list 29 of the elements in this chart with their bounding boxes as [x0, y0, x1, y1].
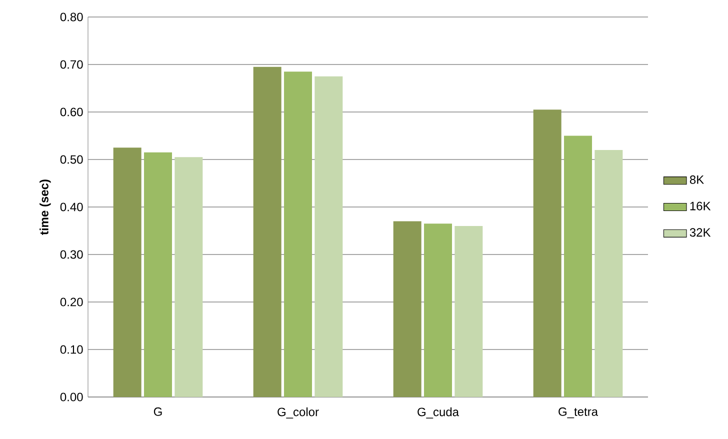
y-tick-label: 0.40 [60, 202, 83, 212]
bar [393, 221, 422, 397]
legend-label: 32K [690, 228, 711, 237]
legend-label: 8K [690, 175, 704, 184]
legend-label: 16K [690, 202, 711, 210]
bar [144, 152, 172, 397]
bar [533, 110, 562, 397]
bar [594, 150, 623, 397]
y-tick-label: 0.00 [60, 392, 83, 402]
x-tick-label: G [154, 407, 162, 416]
bar [314, 76, 343, 397]
y-tick-label: 0.50 [60, 155, 83, 164]
bar [284, 72, 312, 397]
y-tick-label: 0.60 [60, 108, 83, 116]
bar [454, 226, 483, 397]
y-tick-label: 0.10 [60, 345, 83, 354]
bar [424, 224, 452, 397]
y-tick-label: 0.30 [60, 250, 83, 259]
bar [113, 148, 142, 397]
x-tick-label: G_cuda [418, 407, 460, 418]
y-tick-label: 0.70 [60, 60, 83, 69]
bar [253, 66, 282, 397]
x-tick-label: G_color [278, 407, 319, 418]
x-tick-label: G_tetra [558, 407, 598, 418]
y-tick-label: 0.20 [60, 298, 83, 306]
bar [174, 157, 203, 397]
bar [564, 136, 592, 397]
y-axis-title: time (sec) [40, 180, 51, 235]
y-tick-label: 0.80 [60, 12, 83, 22]
